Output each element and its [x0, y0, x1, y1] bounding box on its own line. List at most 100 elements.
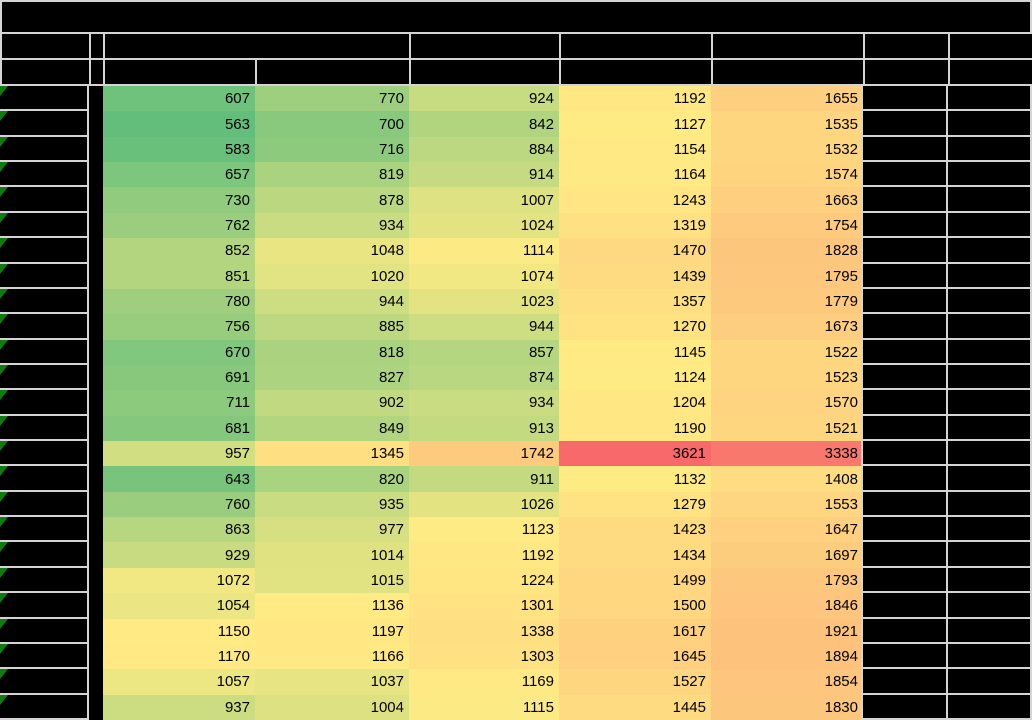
row-label-cell[interactable] — [0, 694, 89, 720]
value-cell[interactable]: 977 — [255, 517, 409, 543]
empty-cell[interactable] — [863, 415, 948, 442]
value-cell[interactable]: 1004 — [255, 694, 409, 720]
value-cell[interactable]: 1319 — [559, 212, 711, 239]
value-cell[interactable]: 1663 — [711, 187, 863, 213]
spacer-cell[interactable] — [89, 263, 103, 289]
value-cell[interactable]: 1828 — [711, 238, 863, 264]
spacer-cell[interactable] — [89, 491, 103, 518]
empty-cell[interactable] — [948, 238, 1032, 264]
empty-cell[interactable] — [863, 86, 948, 112]
header-cell-c[interactable] — [105, 60, 257, 84]
value-cell[interactable]: 1190 — [559, 415, 711, 442]
empty-cell[interactable] — [863, 567, 948, 594]
value-cell[interactable]: 1054 — [103, 593, 255, 619]
value-cell[interactable]: 3621 — [559, 441, 711, 467]
empty-cell[interactable] — [863, 542, 948, 568]
empty-cell[interactable] — [948, 415, 1032, 442]
empty-cell[interactable] — [948, 187, 1032, 213]
row-label-cell[interactable] — [0, 263, 89, 289]
value-cell[interactable]: 885 — [255, 314, 409, 340]
value-cell[interactable]: 1048 — [255, 238, 409, 264]
row-label-cell[interactable] — [0, 288, 89, 315]
value-cell[interactable]: 1024 — [409, 212, 559, 239]
empty-cell[interactable] — [863, 162, 948, 188]
value-cell[interactable]: 911 — [409, 466, 559, 492]
value-cell[interactable]: 1170 — [103, 643, 255, 670]
row-label-cell[interactable] — [0, 339, 89, 365]
value-cell[interactable]: 583 — [103, 136, 255, 163]
spacer-cell[interactable] — [89, 618, 103, 644]
value-cell[interactable]: 1434 — [559, 542, 711, 568]
value-cell[interactable]: 1523 — [711, 364, 863, 391]
value-cell[interactable]: 1197 — [255, 618, 409, 644]
header-cell-i[interactable] — [950, 60, 1032, 84]
value-cell[interactable]: 935 — [255, 491, 409, 518]
value-cell[interactable]: 1553 — [711, 491, 863, 518]
header-cell-h[interactable] — [865, 34, 950, 58]
value-cell[interactable]: 607 — [103, 86, 255, 112]
value-cell[interactable]: 1169 — [409, 669, 559, 695]
value-cell[interactable]: 1647 — [711, 517, 863, 543]
empty-cell[interactable] — [863, 187, 948, 213]
value-cell[interactable]: 1015 — [255, 567, 409, 594]
spacer-cell[interactable] — [89, 643, 103, 670]
value-cell[interactable]: 1192 — [409, 542, 559, 568]
title-bar-cell[interactable] — [0, 0, 1032, 34]
empty-cell[interactable] — [948, 491, 1032, 518]
row-label-cell[interactable] — [0, 567, 89, 594]
spacer-cell[interactable] — [89, 542, 103, 568]
value-cell[interactable]: 1115 — [409, 694, 559, 720]
empty-cell[interactable] — [948, 288, 1032, 315]
value-cell[interactable]: 1795 — [711, 263, 863, 289]
empty-cell[interactable] — [948, 669, 1032, 695]
row-label-cell[interactable] — [0, 390, 89, 416]
value-cell[interactable]: 1408 — [711, 466, 863, 492]
empty-cell[interactable] — [863, 111, 948, 137]
empty-cell[interactable] — [863, 694, 948, 720]
value-cell[interactable]: 1779 — [711, 288, 863, 315]
row-label-cell[interactable] — [0, 415, 89, 442]
value-cell[interactable]: 1500 — [559, 593, 711, 619]
value-cell[interactable]: 1270 — [559, 314, 711, 340]
row-label-cell[interactable] — [0, 238, 89, 264]
value-cell[interactable]: 716 — [255, 136, 409, 163]
header-cell-b[interactable] — [91, 60, 105, 84]
value-cell[interactable]: 1423 — [559, 517, 711, 543]
spacer-cell[interactable] — [89, 390, 103, 416]
spacer-cell[interactable] — [89, 288, 103, 315]
empty-cell[interactable] — [948, 339, 1032, 365]
value-cell[interactable]: 1037 — [255, 669, 409, 695]
spacer-cell[interactable] — [89, 567, 103, 594]
header-cell-e[interactable] — [411, 60, 561, 84]
empty-cell[interactable] — [948, 263, 1032, 289]
empty-cell[interactable] — [948, 466, 1032, 492]
row-label-cell[interactable] — [0, 491, 89, 518]
value-cell[interactable]: 1057 — [103, 669, 255, 695]
value-cell[interactable]: 1894 — [711, 643, 863, 670]
empty-cell[interactable] — [948, 390, 1032, 416]
value-cell[interactable]: 1150 — [103, 618, 255, 644]
row-label-cell[interactable] — [0, 542, 89, 568]
row-label-cell[interactable] — [0, 669, 89, 695]
row-label-cell[interactable] — [0, 643, 89, 670]
value-cell[interactable]: 1499 — [559, 567, 711, 594]
empty-cell[interactable] — [948, 314, 1032, 340]
value-cell[interactable]: 1357 — [559, 288, 711, 315]
value-cell[interactable]: 1742 — [409, 441, 559, 467]
value-cell[interactable]: 1521 — [711, 415, 863, 442]
value-cell[interactable]: 1921 — [711, 618, 863, 644]
empty-cell[interactable] — [948, 567, 1032, 594]
value-cell[interactable]: 878 — [255, 187, 409, 213]
value-cell[interactable]: 944 — [255, 288, 409, 315]
empty-cell[interactable] — [863, 491, 948, 518]
value-cell[interactable]: 1127 — [559, 111, 711, 137]
value-cell[interactable]: 1697 — [711, 542, 863, 568]
value-cell[interactable]: 1655 — [711, 86, 863, 112]
value-cell[interactable]: 1072 — [103, 567, 255, 594]
header-cell-a[interactable] — [2, 60, 91, 84]
empty-cell[interactable] — [863, 314, 948, 340]
spacer-cell[interactable] — [89, 441, 103, 467]
value-cell[interactable]: 691 — [103, 364, 255, 391]
value-cell[interactable]: 1243 — [559, 187, 711, 213]
value-cell[interactable]: 1854 — [711, 669, 863, 695]
